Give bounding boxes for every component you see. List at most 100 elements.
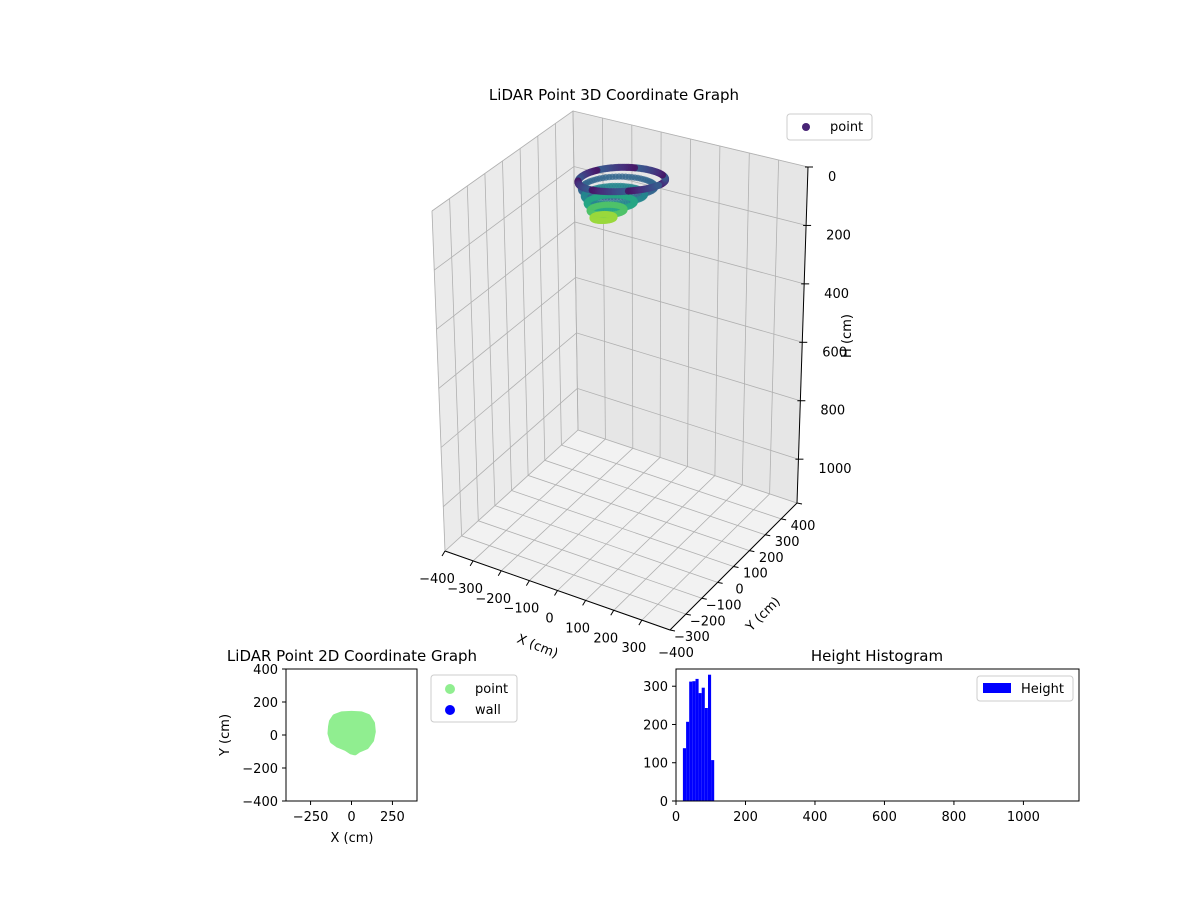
ticks-2d: −250 0 250 −400 −200 0 200 400: [242, 663, 405, 825]
x-tick-label-3d: −200: [475, 592, 511, 607]
chart-title-2d: LiDAR Point 2D Coordinate Graph: [227, 647, 477, 665]
legend-label-height: Height: [1021, 682, 1064, 697]
x-tick-label-2d: 250: [380, 810, 405, 825]
y-tick-3d: [765, 534, 771, 537]
point-cloud-3d: [574, 163, 670, 224]
gridline-y: [484, 173, 718, 583]
histogram-bar: [686, 721, 690, 801]
y-tick-3d: [781, 518, 787, 521]
y-tick-label-3d: 200: [759, 551, 784, 566]
x-tick-label-histogram: 400: [803, 810, 828, 825]
legend-marker-point-2d: [445, 684, 455, 694]
point-3d: [609, 215, 616, 223]
legend-label-wall-2d: wall: [475, 703, 501, 718]
gridline-y: [537, 135, 766, 536]
x-tick-3d: [441, 550, 446, 557]
x-tick-label-histogram: 200: [733, 810, 758, 825]
z-tick-label-3d: 0: [828, 170, 836, 185]
y-tick-label-2d: 200: [253, 696, 278, 711]
x-tick-label-2d: −250: [293, 810, 329, 825]
y-tick-label-2d: 0: [270, 729, 278, 744]
gridline-y: [572, 110, 798, 504]
y-tick-label-2d: −200: [242, 762, 278, 777]
legend-marker-wall-2d: [445, 705, 455, 715]
y-tick-label-3d: −200: [690, 614, 726, 629]
z-tick-label-3d: 400: [824, 287, 849, 302]
z-tick-label-3d: 200: [826, 228, 851, 243]
scatter2d-panel: LiDAR Point 2D Coordinate Graph −250 0 250…: [218, 647, 518, 846]
ticks-histogram: 0 200 400 600 800 1000 0 100 200 300: [643, 680, 1040, 825]
legend-frame-3d: [786, 113, 873, 141]
legend-frame-histogram: [976, 675, 1074, 702]
gridline-z: [443, 387, 799, 507]
z-axis-line-3d: [796, 166, 809, 504]
x-tick-label-3d: 0: [545, 612, 553, 627]
z-tick-label-3d: 800: [820, 404, 845, 419]
y-tick-label-2d: −400: [242, 795, 278, 810]
histogram-bar: [701, 687, 705, 801]
y-tick-label-3d: 0: [735, 583, 743, 598]
chart-title-3d: LiDAR Point 3D Coordinate Graph: [489, 86, 739, 104]
x-tick-3d: [469, 560, 474, 567]
scatter3d-panel: LiDAR Point 3D Coordinate Graph −400−300…: [419, 86, 873, 662]
gridline-z: [440, 332, 801, 448]
gridline-y: [449, 198, 687, 615]
y-tick-3d: [749, 550, 755, 553]
y-tick-3d: [717, 581, 723, 584]
legend-swatch-height: [983, 683, 1011, 693]
point-3d: [655, 181, 663, 189]
z-axis-label-3d: H (cm): [840, 314, 855, 358]
y-tick-3d: [733, 566, 739, 568]
point-3d: [618, 209, 625, 216]
chart-title-histogram: Height Histogram: [811, 647, 943, 665]
gridline-z: [434, 166, 807, 271]
histogram-bar: [704, 708, 708, 801]
x-tick-3d: [554, 590, 558, 596]
gridline-y: [466, 185, 702, 599]
x-axis-label-2d: X (cm): [331, 831, 374, 846]
x-tick-label-histogram: 600: [872, 810, 897, 825]
x-tick-label-3d: 100: [565, 621, 590, 636]
x-tick-label-2d: 0: [347, 810, 355, 825]
x-tick-label-3d: −300: [447, 582, 483, 597]
gridlines-3d: [431, 110, 809, 631]
x-tick-3d: [582, 600, 587, 606]
legend-2d: point wall: [430, 674, 518, 723]
histogram-bar: [708, 674, 712, 801]
x-tick-3d: [638, 619, 643, 626]
y-tick-label-3d: −100: [706, 598, 742, 613]
y-tick-label-histogram: 0: [660, 795, 668, 810]
x-tick-3d: [525, 580, 530, 586]
histogram-bar: [692, 681, 696, 801]
point-3d: [627, 202, 634, 209]
legend-label-point-3d: point: [830, 120, 863, 135]
x-tick-3d: [497, 570, 502, 577]
y-tick-3d: [796, 502, 803, 505]
y-tick-label-histogram: 300: [643, 680, 668, 695]
x-tick-label-histogram: 800: [942, 810, 967, 825]
y-tick-label-3d: 400: [791, 519, 816, 534]
y-tick-label-3d: 300: [775, 535, 800, 550]
x-tick-label-histogram: 1000: [1007, 810, 1040, 825]
y-tick-3d: [701, 597, 707, 600]
y-tick-3d: [669, 629, 676, 632]
x-tick-label-3d: 300: [621, 641, 646, 656]
y-axis-label-2d: Y (cm): [218, 714, 233, 757]
plot-frame-histogram: [675, 668, 1080, 802]
histogram-bar: [698, 693, 702, 801]
histogram-bar: [682, 748, 686, 801]
legend-3d: point: [786, 113, 873, 141]
y-tick-label-3d: −400: [658, 646, 694, 661]
legend-marker-point-3d: [802, 123, 810, 131]
legend-histogram: Height: [976, 675, 1074, 702]
x-tick-label-3d: −100: [504, 602, 540, 617]
gridline-z: [436, 221, 805, 330]
y-tick-3d: [685, 613, 691, 616]
histogram-bar: [711, 760, 715, 801]
x-tick-3d: [610, 609, 615, 616]
x-tick-label-3d: −400: [419, 572, 455, 587]
y-tick-label-3d: −300: [674, 630, 710, 645]
y-tick-label-3d: 100: [743, 567, 768, 582]
